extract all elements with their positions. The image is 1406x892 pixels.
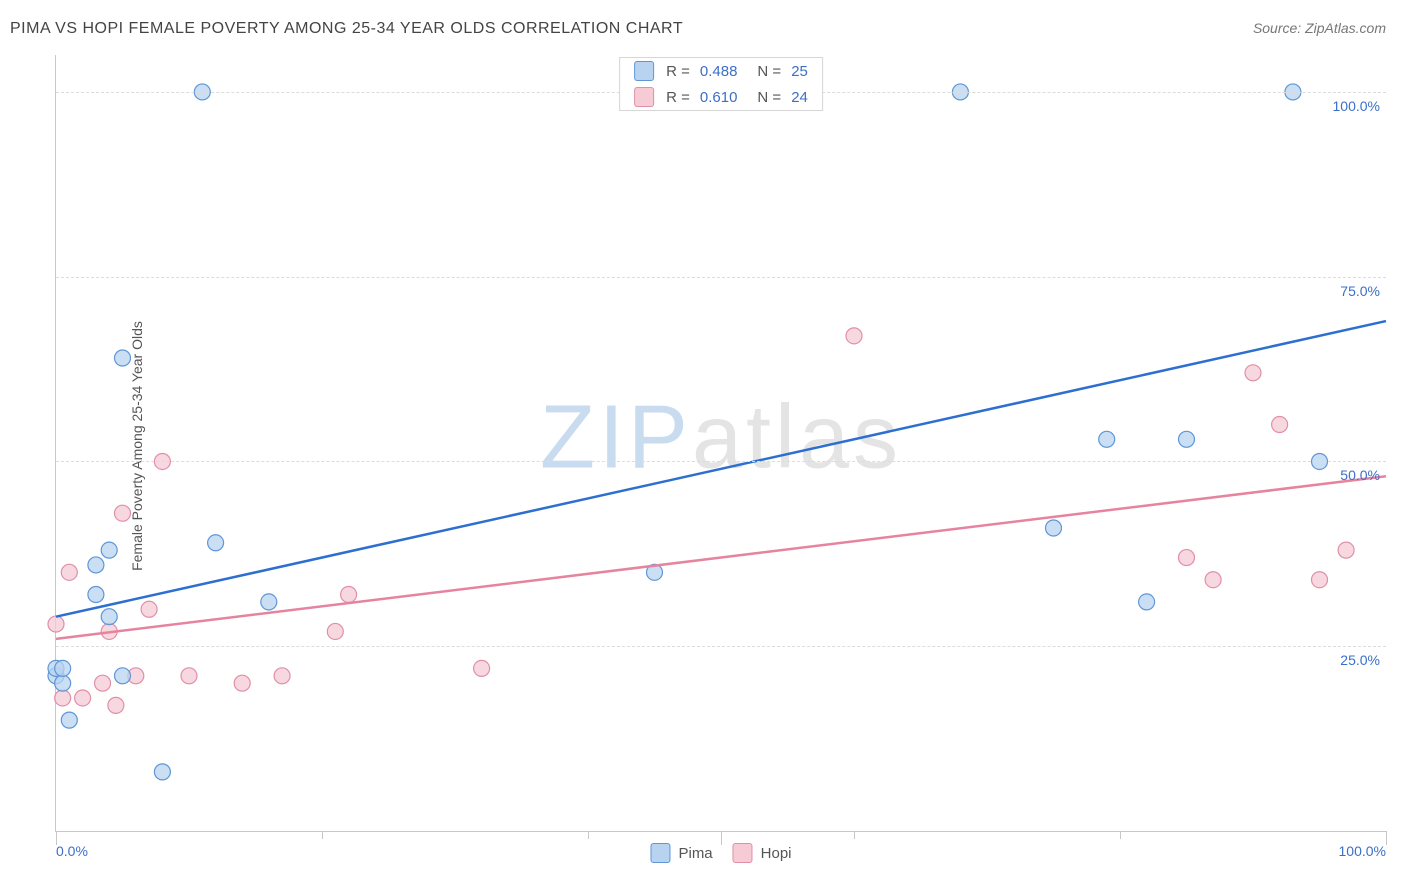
scatter-point: [1179, 550, 1195, 566]
legend-stats: R = 0.488 N = 25 R = 0.610 N = 24: [619, 57, 823, 111]
scatter-point: [61, 712, 77, 728]
scatter-point: [1312, 572, 1328, 588]
scatter-point: [55, 690, 71, 706]
scatter-point: [1338, 542, 1354, 558]
legend-item-pima: Pima: [650, 843, 712, 863]
scatter-point: [95, 675, 111, 691]
scatter-point: [55, 660, 71, 676]
y-tick-label: 25.0%: [1340, 652, 1380, 668]
x-tick-minor: [1120, 831, 1121, 839]
scatter-point: [208, 535, 224, 551]
scatter-point: [115, 505, 131, 521]
legend-r-value: 0.610: [700, 89, 738, 106]
scatter-point: [1099, 431, 1115, 447]
scatter-point: [55, 675, 71, 691]
legend-stats-row-pima: R = 0.488 N = 25: [620, 58, 822, 84]
scatter-point: [1139, 594, 1155, 610]
legend-swatch-pima: [650, 843, 670, 863]
y-tick-label: 75.0%: [1340, 283, 1380, 299]
scatter-point: [48, 616, 64, 632]
legend-swatch-pima: [634, 61, 654, 81]
scatter-point: [327, 623, 343, 639]
legend-stats-row-hopi: R = 0.610 N = 24: [620, 84, 822, 110]
trendline: [56, 321, 1386, 617]
x-tick-major: [721, 831, 722, 845]
scatter-point: [88, 587, 104, 603]
chart-title: PIMA VS HOPI FEMALE POVERTY AMONG 25-34 …: [10, 20, 683, 38]
scatter-point: [474, 660, 490, 676]
legend-item-hopi: Hopi: [733, 843, 792, 863]
scatter-point: [61, 564, 77, 580]
scatter-point: [274, 668, 290, 684]
gridline: [56, 646, 1386, 647]
legend-swatch-hopi: [733, 843, 753, 863]
scatter-point: [101, 542, 117, 558]
legend-r-label: R =: [666, 63, 690, 80]
legend-n-label: N =: [757, 89, 781, 106]
y-tick-label: 50.0%: [1340, 467, 1380, 483]
legend-r-value: 0.488: [700, 63, 738, 80]
chart-header: PIMA VS HOPI FEMALE POVERTY AMONG 25-34 …: [10, 20, 1386, 38]
scatter-point: [1245, 365, 1261, 381]
legend-n-value: 24: [791, 89, 808, 106]
scatter-point: [261, 594, 277, 610]
legend-series: Pima Hopi: [650, 843, 791, 863]
x-tick-major: [1386, 831, 1387, 845]
scatter-point: [101, 609, 117, 625]
x-tick-label: 100.0%: [1339, 843, 1386, 859]
x-tick-minor: [854, 831, 855, 839]
x-tick-minor: [322, 831, 323, 839]
scatter-point: [341, 587, 357, 603]
chart-container: PIMA VS HOPI FEMALE POVERTY AMONG 25-34 …: [0, 0, 1406, 892]
scatter-point: [181, 668, 197, 684]
scatter-point: [846, 328, 862, 344]
scatter-point: [1179, 431, 1195, 447]
scatter-point: [115, 668, 131, 684]
gridline: [56, 461, 1386, 462]
scatter-point: [115, 350, 131, 366]
chart-svg: [56, 55, 1386, 831]
scatter-point: [108, 697, 124, 713]
x-tick-minor: [588, 831, 589, 839]
x-tick-label: 0.0%: [56, 843, 88, 859]
scatter-point: [1272, 417, 1288, 433]
scatter-point: [75, 690, 91, 706]
scatter-point: [234, 675, 250, 691]
legend-label-pima: Pima: [678, 845, 712, 862]
source-credit: Source: ZipAtlas.com: [1253, 20, 1386, 36]
scatter-point: [141, 601, 157, 617]
plot-area: ZIPatlas R = 0.488 N = 25 R = 0.610 N = …: [55, 55, 1386, 832]
legend-label-hopi: Hopi: [761, 845, 792, 862]
legend-n-label: N =: [757, 63, 781, 80]
gridline: [56, 277, 1386, 278]
scatter-point: [1046, 520, 1062, 536]
legend-n-value: 25: [791, 63, 808, 80]
legend-swatch-hopi: [634, 87, 654, 107]
legend-r-label: R =: [666, 89, 690, 106]
y-tick-label: 100.0%: [1333, 98, 1380, 114]
scatter-point: [154, 764, 170, 780]
scatter-point: [88, 557, 104, 573]
scatter-point: [1205, 572, 1221, 588]
